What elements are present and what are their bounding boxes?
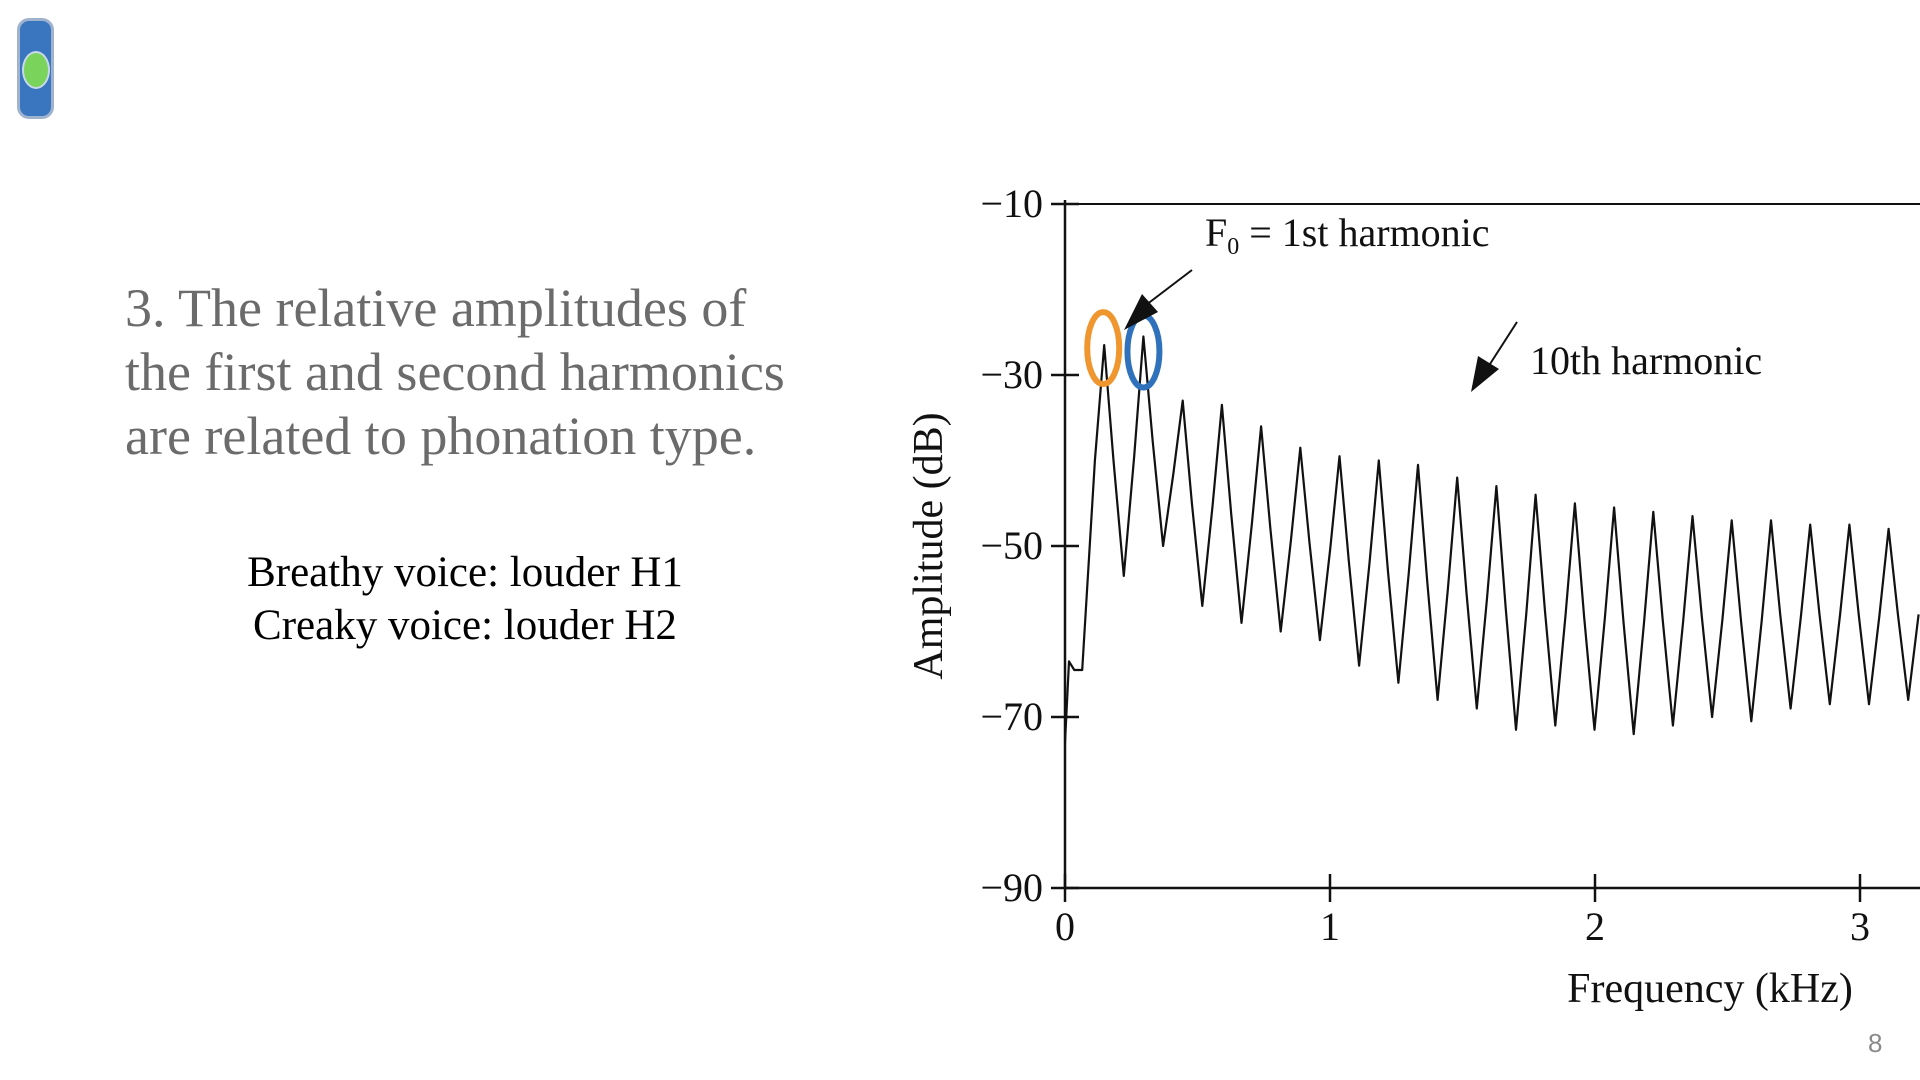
f0-annotation: F0 = 1st harmonic	[1124, 210, 1490, 330]
y-tick-label: −10	[980, 181, 1043, 226]
heading-line-3: are related to phonation type.	[125, 406, 757, 466]
slide-heading: 3. The relative amplitudes of the first …	[125, 276, 845, 468]
y-tick-label: −70	[980, 694, 1043, 739]
h2-highlight-circle	[1124, 312, 1163, 391]
tenth-arrow-line	[1489, 321, 1518, 365]
tenth-annotation-label: 10th harmonic	[1530, 338, 1762, 383]
spectrum-chart: −10 −30 −50 −70 −90 0 1 2 3 Frequency (kHz) Ampl…	[906, 181, 1920, 1012]
heading-line-2: the first and second harmonics	[125, 342, 785, 402]
y-axis-title: Amplitude (dB)	[906, 412, 952, 679]
y-tick-label: −50	[980, 523, 1043, 568]
h1-highlight-circle	[1084, 309, 1123, 388]
f0-arrow-line	[1145, 269, 1193, 306]
x-axis-title: Frequency (kHz)	[1567, 966, 1853, 1012]
f0-label-rest: = 1st harmonic	[1239, 210, 1489, 255]
heading-line-1: 3. The relative amplitudes of	[125, 278, 747, 338]
x-tick-label: 0	[1055, 904, 1075, 949]
f0-arrow-head	[1124, 294, 1158, 330]
toggle-knob[interactable]	[22, 51, 50, 89]
spectrum-curve	[1063, 335, 1920, 743]
x-tick-label: 2	[1585, 904, 1605, 949]
f0-annotation-label: F0 = 1st harmonic	[1205, 210, 1490, 260]
y-tick-label: −30	[980, 352, 1043, 397]
note-creaky: Creaky voice: louder H2	[253, 602, 677, 649]
f0-label-subscript: 0	[1227, 234, 1239, 260]
f0-label-main: F	[1205, 210, 1227, 255]
tenth-arrow-head	[1471, 356, 1499, 392]
y-tick-label: −90	[980, 865, 1043, 910]
toggle-switch[interactable]	[17, 18, 54, 119]
tenth-harmonic-annotation: 10th harmonic	[1471, 321, 1762, 392]
phonation-notes: Breathy voice: louder H1 Creaky voice: l…	[150, 546, 780, 652]
note-breathy: Breathy voice: louder H1	[247, 549, 683, 596]
axis-ticks: −10 −30 −50 −70 −90 0 1 2 3	[980, 181, 1870, 949]
page-number: 8	[1868, 1028, 1883, 1058]
x-tick-label: 3	[1850, 904, 1870, 949]
x-tick-label: 1	[1320, 904, 1340, 949]
